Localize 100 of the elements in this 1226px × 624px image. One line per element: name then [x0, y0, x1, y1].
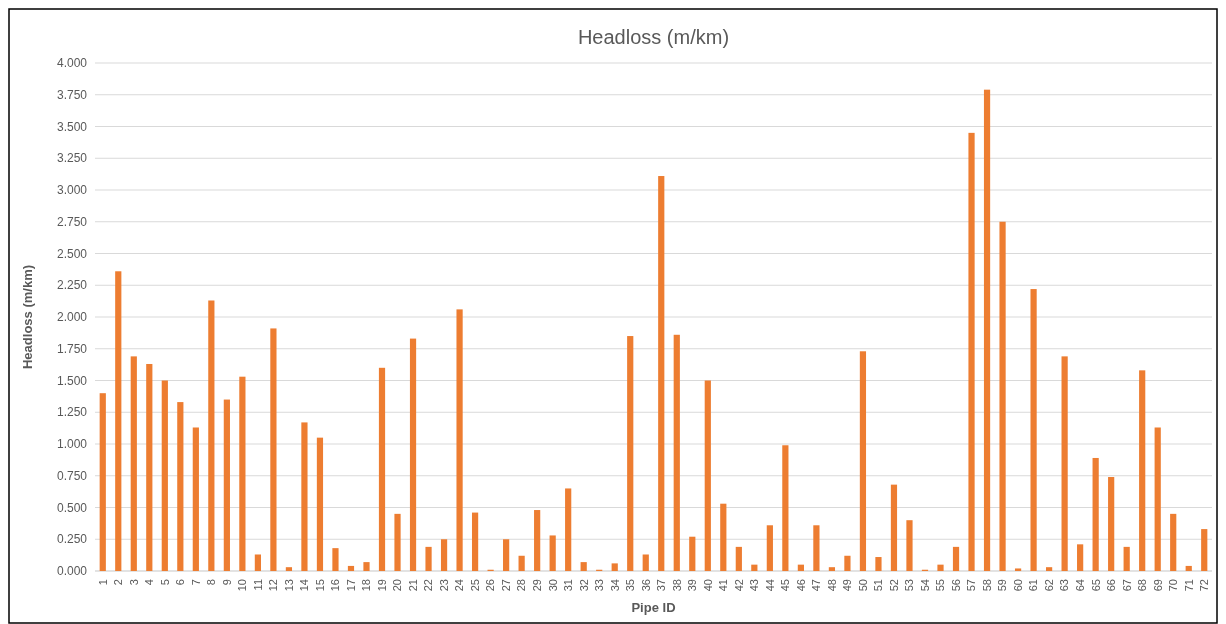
x-tick-label: 17	[344, 579, 357, 592]
x-axis-title: Pipe ID	[631, 600, 676, 615]
bar	[99, 393, 106, 571]
x-tick-label: 25	[468, 579, 481, 592]
x-tick-label: 12	[267, 579, 280, 592]
x-tick-label: 65	[1089, 579, 1102, 592]
bar	[192, 427, 199, 571]
bar	[1061, 356, 1068, 571]
bar	[471, 512, 479, 571]
x-tick-label: 16	[329, 579, 342, 592]
bar	[673, 334, 680, 571]
x-tick-label: 54	[918, 579, 931, 592]
bar	[316, 437, 324, 571]
bar	[766, 525, 773, 571]
x-tick-label: 57	[965, 579, 978, 592]
x-tick-label: 40	[701, 579, 714, 592]
bar	[1154, 427, 1161, 571]
bar	[409, 338, 417, 571]
bar	[1014, 568, 1022, 571]
bar	[859, 351, 867, 571]
bar	[580, 562, 587, 571]
y-tick-label: 0.750	[56, 468, 88, 483]
x-tick-label: 23	[437, 579, 450, 592]
bar	[301, 422, 308, 571]
x-tick-label: 41	[717, 579, 730, 592]
x-tick-label: 19	[375, 579, 388, 592]
x-tick-label: 47	[810, 579, 823, 592]
y-axis-title: Headloss (m/km)	[20, 264, 35, 370]
x-tick-label: 56	[949, 579, 962, 592]
bar	[115, 271, 122, 571]
y-tick-label: 2.750	[56, 214, 88, 229]
x-tick-label: 51	[872, 579, 885, 592]
bar	[177, 402, 184, 571]
bar	[146, 363, 153, 571]
bar	[456, 309, 463, 571]
y-tick-label: 4.000	[56, 56, 88, 71]
bar	[1139, 370, 1146, 571]
x-tick-label: 21	[406, 579, 419, 592]
bar	[751, 564, 758, 571]
bar	[1077, 544, 1084, 571]
x-tick-label: 3	[127, 579, 140, 586]
x-tick-label: 53	[903, 579, 916, 592]
bar	[347, 565, 355, 571]
x-tick-label: 30	[546, 579, 559, 592]
y-tick-label: 0.500	[56, 500, 88, 515]
x-tick-label: 63	[1058, 579, 1071, 592]
bar	[565, 488, 572, 571]
bar	[813, 525, 820, 571]
x-tick-label: 69	[1151, 579, 1164, 592]
x-tick-label: 31	[562, 579, 575, 592]
bar	[1185, 565, 1192, 571]
bar	[425, 546, 432, 571]
bar	[1201, 529, 1208, 571]
x-tick-label: 49	[841, 579, 854, 592]
x-tick-label: 10	[236, 579, 249, 592]
y-tick-label: 1.250	[56, 405, 88, 420]
bar	[952, 546, 960, 571]
bar	[1092, 457, 1099, 571]
y-tick-label: 3.000	[56, 183, 88, 198]
bar	[890, 484, 898, 571]
x-tick-label: 33	[593, 579, 606, 592]
x-tick-label: 45	[779, 579, 792, 592]
x-tick-label: 70	[1167, 579, 1180, 592]
x-tick-label: 37	[655, 579, 668, 592]
x-tick-label: 2	[112, 579, 125, 586]
x-tick-label: 43	[748, 579, 761, 592]
x-tick-label: 66	[1105, 579, 1118, 592]
bar	[828, 567, 836, 571]
bar	[549, 535, 556, 571]
bar	[503, 539, 510, 571]
y-tick-label: 0.250	[56, 532, 88, 547]
bar	[1108, 477, 1115, 571]
bar	[689, 536, 696, 571]
bar	[782, 445, 789, 571]
bar	[658, 176, 665, 571]
bar	[363, 562, 370, 571]
bar	[208, 300, 215, 571]
x-tick-label: 71	[1182, 579, 1195, 592]
bar	[704, 380, 711, 571]
bar	[440, 539, 448, 571]
bar	[223, 399, 230, 571]
x-tick-label: 28	[515, 579, 528, 592]
y-tick-label: 3.750	[56, 87, 88, 102]
x-tick-label: 60	[1011, 579, 1024, 592]
x-tick-label: 67	[1120, 579, 1133, 592]
x-tick-label: 61	[1027, 579, 1040, 592]
x-tick-label: 58	[980, 579, 993, 592]
y-tick-label: 0.000	[56, 564, 88, 579]
x-tick-label: 38	[670, 579, 683, 592]
bar	[239, 376, 246, 571]
bar	[130, 356, 137, 571]
x-tick-label: 62	[1042, 579, 1055, 592]
bar	[534, 510, 541, 571]
bar	[999, 221, 1006, 571]
x-tick-label: 42	[732, 579, 745, 592]
x-tick-label: 27	[499, 579, 512, 592]
x-tick-label: 68	[1136, 579, 1149, 592]
bar	[611, 563, 618, 571]
x-tick-label: 29	[531, 579, 543, 592]
bar	[844, 555, 851, 571]
